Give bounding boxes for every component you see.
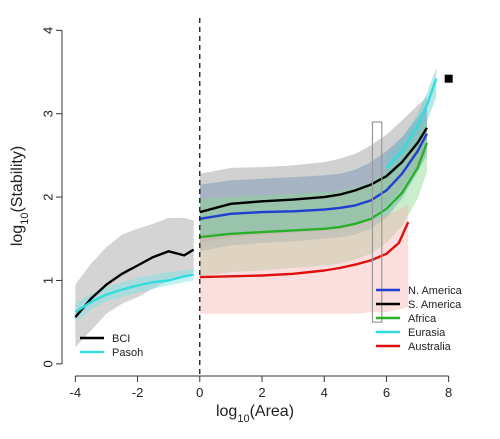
australia-line xyxy=(199,221,410,279)
x-tick-label: 6 xyxy=(383,385,390,400)
africa-line xyxy=(199,142,429,239)
highlight-box xyxy=(371,121,383,323)
right-legend-label: S. America xyxy=(408,299,462,311)
x-tick-label: 0 xyxy=(196,385,203,400)
axes: -4 -2 0 2 4 6 8 0 1 2 3 4 xyxy=(41,27,453,400)
y-tick-label: 2 xyxy=(41,193,56,200)
s-america-band xyxy=(199,97,427,243)
y-tick-label: 0 xyxy=(41,360,56,367)
n-america-line xyxy=(199,133,428,220)
pasoh-line xyxy=(74,273,194,314)
eurasia-band xyxy=(386,67,437,181)
left-legend-label: Pasoh xyxy=(112,347,143,359)
right-legend-label: Africa xyxy=(408,313,437,325)
bci-line xyxy=(74,248,195,318)
y-tick-label: 1 xyxy=(41,277,56,284)
n-america-band xyxy=(199,105,427,252)
x-tick-label: 4 xyxy=(321,385,328,400)
series-lines xyxy=(74,78,438,318)
y-tick-label: 4 xyxy=(41,27,56,34)
x-tick-label: -2 xyxy=(132,385,144,400)
y-tick-label: 3 xyxy=(41,110,56,117)
right-legend-label: Australia xyxy=(408,341,452,353)
legends: BCI Pasoh N. America S. America Africa Eurasi… xyxy=(80,285,463,359)
x-tick-label: 2 xyxy=(258,385,265,400)
x-tick-label: -4 xyxy=(70,385,82,400)
x-axis-title: log10(Area) xyxy=(216,403,294,425)
point-marker xyxy=(444,74,453,83)
left-legend-label: BCI xyxy=(112,333,130,345)
y-axis-title: log10(Stability) xyxy=(9,146,31,246)
right-legend-label: N. America xyxy=(408,285,463,297)
x-tick-label: 8 xyxy=(445,385,452,400)
australia-band xyxy=(199,203,409,314)
eurasia-line xyxy=(385,78,438,169)
right-legend-label: Eurasia xyxy=(408,327,446,339)
bci-band xyxy=(75,217,194,348)
chart-overlays xyxy=(199,18,453,374)
s-america-line xyxy=(199,127,428,214)
